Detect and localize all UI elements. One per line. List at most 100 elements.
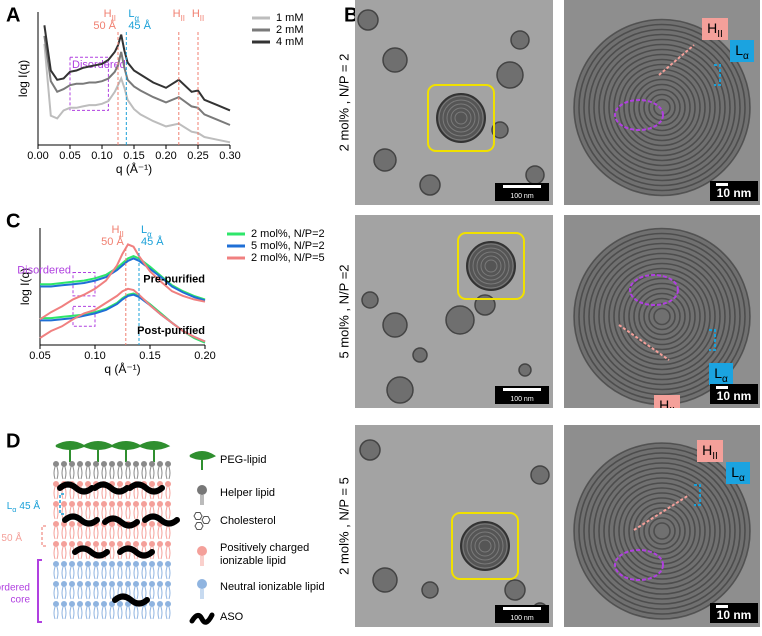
lipid-tail — [165, 566, 171, 580]
lipid-tail — [125, 606, 131, 620]
lipid-tail — [53, 546, 59, 560]
peak-note: 45 Å — [128, 19, 151, 32]
lattice-ring — [618, 487, 706, 575]
lipid-head — [69, 581, 75, 587]
lipid-tail — [53, 466, 59, 480]
lipid-tail — [77, 586, 83, 600]
lipid-tail — [141, 466, 147, 480]
y-axis-label: log I(q) — [16, 60, 30, 97]
legend-icon — [197, 546, 207, 556]
lipid-tail — [149, 606, 155, 620]
lipid-tail — [61, 586, 67, 600]
lipid-tail — [53, 586, 59, 600]
lipid-head — [109, 541, 115, 547]
particle-ring — [446, 103, 476, 133]
lipid-tail — [93, 566, 99, 580]
lattice-ring — [648, 302, 676, 331]
lipid-head — [77, 601, 83, 607]
series-line — [39, 243, 206, 321]
lipid-tail — [157, 586, 163, 600]
lipid-tail — [117, 526, 123, 540]
lipid-tail — [109, 566, 115, 580]
lipid-head — [77, 461, 83, 467]
lipid-tail — [141, 566, 147, 580]
lattice-ring — [598, 43, 726, 172]
lipid-tail — [165, 526, 171, 540]
lattice-ring — [648, 517, 676, 545]
lipid-head — [165, 601, 171, 607]
lipid-head — [133, 541, 139, 547]
lipid-tail — [157, 466, 163, 480]
lipid-head — [157, 581, 163, 587]
lipid-tail — [77, 606, 83, 620]
lipid-tail — [61, 566, 67, 580]
lattice-ring — [633, 78, 691, 137]
scale-bar-label: 100 nm — [510, 615, 534, 622]
tag-main: L — [735, 42, 743, 58]
lipid-head — [165, 541, 171, 547]
lattice-ring — [653, 307, 671, 326]
lipid-tail — [53, 506, 59, 520]
lattice-ring — [613, 58, 711, 157]
lipid-tail — [53, 526, 59, 540]
lipid-tail — [85, 526, 91, 540]
panel-letter: A — [6, 4, 20, 26]
aso-strand — [57, 481, 95, 495]
particle — [359, 439, 381, 461]
tag-sub: α — [12, 505, 16, 514]
peak-note: 45 Å — [141, 235, 164, 248]
tag-sub: α — [147, 230, 152, 239]
core-label: core — [11, 595, 31, 606]
particle — [504, 579, 526, 601]
lattice-ring — [648, 93, 676, 122]
scale-bar — [503, 388, 541, 391]
particle-ring — [454, 111, 468, 125]
lipid-tail — [165, 466, 171, 480]
legend-icon — [189, 612, 215, 625]
lipid-tail — [77, 566, 83, 580]
tag-main: H — [707, 20, 717, 36]
lipid-head — [61, 601, 67, 607]
lattice-ring — [608, 477, 716, 585]
chart: 0.00 0.05 0.10 0.15 0.20 0.25 0.30 q (Å⁻¹) log I… — [16, 8, 303, 176]
disordered-outline — [614, 549, 664, 581]
lipid-tail — [157, 526, 163, 540]
lipid-tail — [93, 586, 99, 600]
spacing-note: 50 Å — [1, 531, 22, 544]
lipid-tail — [133, 506, 139, 520]
lipid-head — [133, 561, 139, 567]
region-label: Disordered — [17, 264, 71, 276]
row-label: 2 mol% , N/P = 2 — [336, 54, 351, 152]
tag-label: Lα 45 Å — [7, 499, 41, 515]
particle — [357, 9, 379, 31]
lipid-head — [93, 461, 99, 467]
legend-label: 2 mol%, N/P=5 — [251, 252, 325, 264]
x-tick-label: 0.15 — [139, 350, 160, 362]
lipid-tail — [117, 606, 123, 620]
lipid-tail — [141, 526, 147, 540]
lipid-head — [165, 461, 171, 467]
lattice-ring — [643, 88, 681, 127]
micrograph-zoom: HII Lα 10 nm — [564, 0, 760, 205]
lipid-head — [101, 561, 107, 567]
lipid-head — [85, 461, 91, 467]
lattice-ring — [638, 507, 686, 555]
micrograph: 100 nm — [355, 0, 553, 205]
legend-icon-tail — [200, 495, 204, 505]
lipid-head — [53, 501, 59, 507]
lipid-tail — [85, 606, 91, 620]
region-box — [72, 271, 96, 297]
lipid-tail — [61, 526, 67, 540]
lipid-head — [109, 561, 115, 567]
lipid-head — [53, 581, 59, 587]
tag-main: H — [104, 8, 112, 20]
tag-label: HII — [702, 442, 718, 462]
tag-label: HII — [173, 8, 185, 23]
legend-label: 5 mol%, N/P=2 — [251, 240, 325, 252]
tag-label: HII — [192, 8, 204, 23]
tag-sub: II — [717, 29, 723, 40]
lattice-ring — [623, 68, 701, 147]
lipid-head — [85, 481, 91, 487]
peak-note: 50 Å — [93, 19, 116, 32]
region-box — [72, 305, 96, 327]
